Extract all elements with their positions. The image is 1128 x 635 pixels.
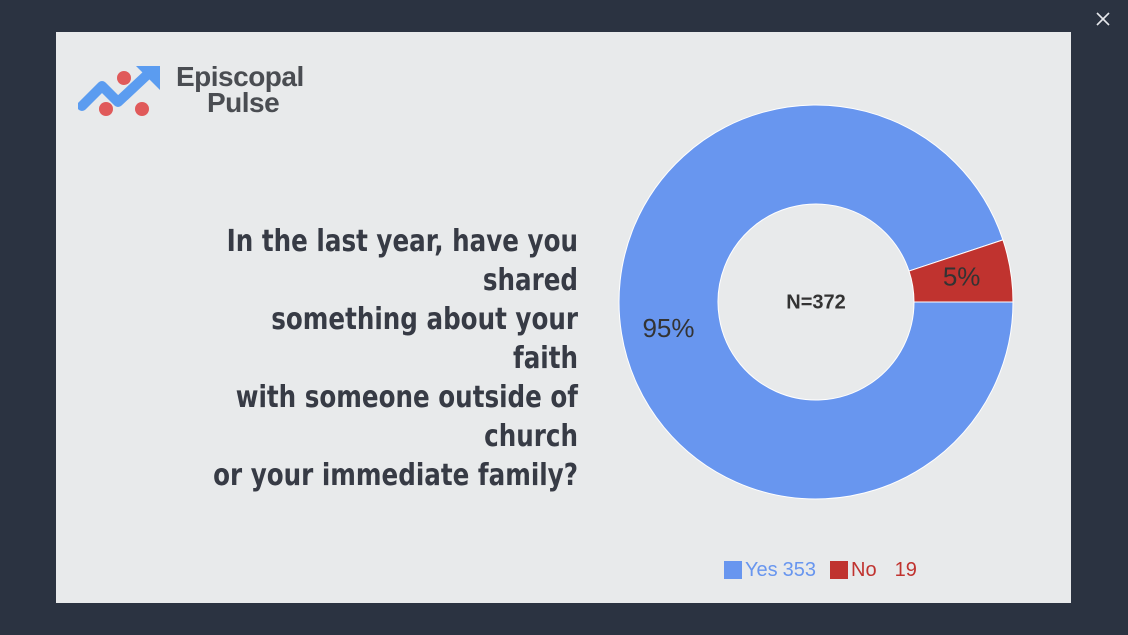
percent-label-yes: 95% [642, 313, 694, 343]
legend-item-yes: Yes 353 [724, 559, 816, 582]
slide: Episcopal Pulse In the last year, have y… [56, 32, 1071, 603]
question-line: something about your faith [271, 302, 578, 376]
legend-label-no: No [851, 558, 877, 581]
question-line: In the last year, have you shared [226, 224, 578, 298]
episcopal-pulse-logo: Episcopal Pulse [78, 60, 338, 120]
chart-legend: Yes 353 No 19 [724, 559, 931, 581]
close-icon [1096, 12, 1110, 26]
question-line: or your immediate family? [213, 458, 578, 493]
legend-value-yes: 353 [782, 558, 817, 581]
logo-text-line2: Pulse [207, 87, 280, 118]
logo-text-line1: Episcopal [176, 61, 304, 92]
donut-slice-yes [618, 104, 1014, 500]
legend-swatch-yes [724, 561, 742, 579]
donut-chart: 95% 5% N=372 [618, 104, 1014, 500]
legend-value-no: 19 [894, 558, 917, 581]
question-text: In the last year, have you shared someth… [207, 222, 578, 495]
legend-label-yes: Yes [745, 558, 778, 581]
close-button[interactable] [1089, 5, 1117, 33]
donut-slice-no [908, 239, 1014, 303]
legend-swatch-no [830, 561, 849, 579]
trend-arrow-icon [78, 66, 160, 116]
legend-item-no: No 19 [830, 559, 917, 582]
percent-label-no: 5% [943, 261, 981, 291]
sample-size-label: N=372 [786, 291, 846, 313]
question-line: with someone outside of church [235, 380, 578, 454]
